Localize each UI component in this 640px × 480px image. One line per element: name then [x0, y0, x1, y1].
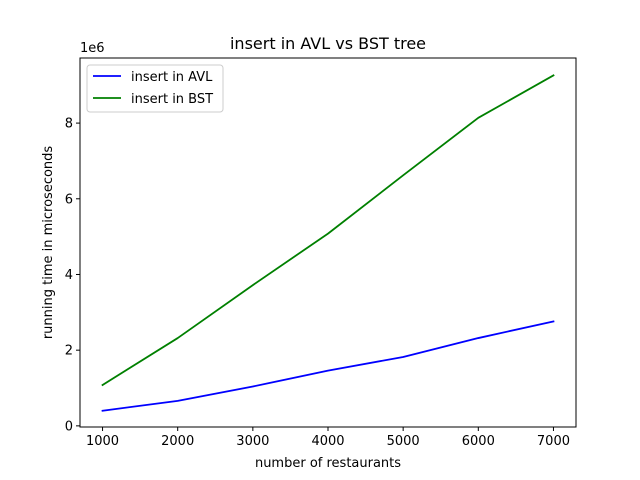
- legend-entry: insert in AVL: [131, 70, 213, 85]
- x-tick-label: 4000: [311, 434, 344, 449]
- y-tick-label: 6: [65, 192, 73, 207]
- y-tick-label: 4: [65, 268, 73, 283]
- x-tick-label: 2000: [161, 434, 194, 449]
- legend: insert in AVL insert in BST: [86, 64, 224, 113]
- y-offset-label: 1e6: [80, 41, 105, 56]
- chart-title: insert in AVL vs BST tree: [230, 34, 426, 53]
- x-axis-label: number of restaurants: [255, 456, 401, 471]
- x-tick-label: 7000: [537, 434, 570, 449]
- y-tick-label: 8: [65, 117, 73, 132]
- series-line: [101, 74, 555, 387]
- legend-entry: insert in BST: [131, 92, 213, 107]
- y-axis: 0 2 4 6 8: [65, 117, 80, 434]
- x-tick-label: 1000: [86, 434, 119, 449]
- series-line: [101, 320, 555, 412]
- x-tick-label: 3000: [236, 434, 269, 449]
- x-tick-label: 5000: [387, 434, 420, 449]
- y-tick-label: 0: [65, 419, 73, 434]
- x-tick-label: 6000: [462, 434, 495, 449]
- y-axis-label: running time in microseconds: [41, 146, 56, 340]
- x-axis: 1000 2000 3000 4000 5000 6000 7000: [86, 427, 570, 449]
- y-tick-label: 2: [65, 344, 73, 359]
- plot-content: [101, 74, 555, 412]
